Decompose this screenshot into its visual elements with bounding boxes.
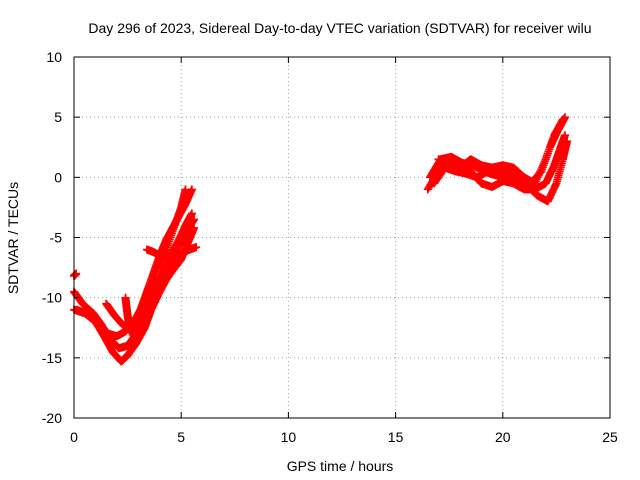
- y-tick-label: -15: [42, 350, 62, 366]
- data-point: [563, 137, 572, 146]
- x-tick-label: 10: [281, 429, 297, 445]
- data-point: [560, 113, 569, 122]
- axis-ticks: 0 5 10 15 20 25 -20 -15 -10 -5 0 5 10: [42, 49, 618, 445]
- y-tick-label: 10: [46, 49, 62, 65]
- x-tick-label: 25: [602, 429, 618, 445]
- y-tick-label: -5: [50, 230, 63, 246]
- x-tick-label: 5: [177, 429, 185, 445]
- data-point: [187, 209, 196, 218]
- x-tick-label: 0: [70, 429, 78, 445]
- y-axis-label: SDTVAR / TECUs: [5, 182, 21, 294]
- y-tick-label: 5: [54, 109, 62, 125]
- x-tick-label: 15: [388, 429, 404, 445]
- series-track-6: [142, 209, 196, 264]
- x-tick-label: 20: [495, 429, 511, 445]
- chart-title: Day 296 of 2023, Sidereal Day-to-day VTE…: [88, 20, 591, 36]
- data-point: [560, 131, 569, 140]
- data-series: [70, 113, 572, 366]
- series-track-11: [430, 113, 569, 188]
- data-point: [192, 243, 201, 252]
- y-tick-label: -10: [42, 290, 62, 306]
- data-point: [181, 185, 190, 194]
- data-point: [72, 269, 81, 278]
- series-track-7: [70, 269, 81, 281]
- x-axis-label: GPS time / hours: [287, 458, 394, 474]
- y-tick-label: 0: [54, 169, 62, 185]
- y-tick-label: -20: [42, 410, 62, 426]
- grid-lines: [74, 57, 610, 418]
